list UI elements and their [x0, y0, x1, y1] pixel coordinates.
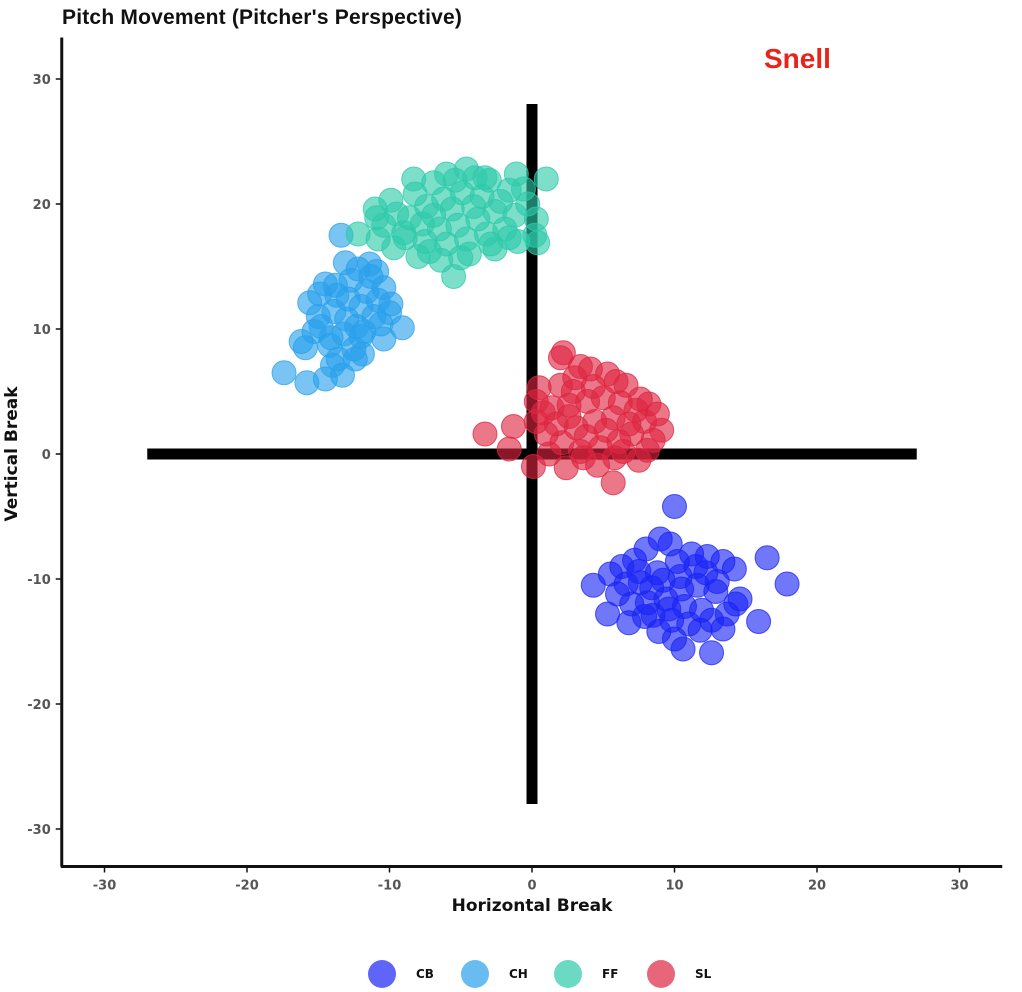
- data-point-cb: [632, 604, 658, 629]
- x-tick-label: -30: [93, 879, 117, 894]
- data-point-ff: [525, 230, 551, 256]
- data-point-sl: [603, 369, 629, 394]
- series-ff: [345, 156, 559, 289]
- data-point-sl: [640, 427, 666, 453]
- y-tick-label: -30: [27, 823, 51, 838]
- legend-label: SL: [695, 967, 712, 981]
- data-point-ff: [434, 161, 459, 187]
- x-tick-label: 10: [665, 879, 683, 894]
- data-point-ff: [421, 202, 447, 228]
- y-axis-label: Vertical Break: [2, 386, 22, 522]
- x-tick-label: 0: [527, 879, 536, 894]
- data-point-cb: [699, 640, 725, 666]
- legend-label: CH: [509, 967, 528, 981]
- data-point-ff: [496, 225, 522, 251]
- data-point-cb: [754, 545, 780, 571]
- data-point-sl: [500, 414, 526, 439]
- pitcher-name-annotation: Snell: [764, 43, 831, 74]
- data-point-ff: [364, 205, 390, 231]
- series-sl: [472, 340, 675, 496]
- y-tick-label: -20: [27, 698, 51, 713]
- data-point-sl: [556, 404, 582, 429]
- x-tick-label: 30: [950, 879, 968, 894]
- data-point-ch: [334, 306, 360, 332]
- data-point-cb: [746, 609, 772, 634]
- data-point-ff: [378, 187, 404, 213]
- data-point-cb: [613, 571, 639, 597]
- y-tick-label: 20: [33, 198, 51, 213]
- data-point-ff: [472, 165, 498, 191]
- data-point-sl: [610, 439, 636, 464]
- legend-swatch: [554, 960, 582, 988]
- legend-swatch: [461, 960, 489, 988]
- data-point-ff: [482, 199, 508, 224]
- data-point-ff: [448, 245, 474, 271]
- data-point-sl: [616, 411, 642, 437]
- data-point-ff: [510, 176, 536, 202]
- data-point-ch: [364, 259, 390, 284]
- y-tick-label: 30: [33, 73, 51, 88]
- data-point-ch: [324, 282, 350, 308]
- data-point-sl: [530, 400, 556, 426]
- data-point-sl: [627, 386, 653, 412]
- legend-label: CB: [416, 967, 434, 981]
- x-axis-label: Horizontal Break: [452, 896, 613, 916]
- tick-labels: -30 -20 -10 0 10 20 30 -30 -20 -10 0 10 20 30: [27, 73, 968, 894]
- data-point-ff: [461, 194, 487, 219]
- data-point-ch: [320, 352, 345, 378]
- data-point-cb: [662, 494, 687, 519]
- data-point-ch: [371, 326, 397, 352]
- data-point-cb: [699, 607, 725, 633]
- data-point-sl: [536, 441, 562, 467]
- data-point-sl: [560, 379, 586, 404]
- data-point-sl: [570, 445, 596, 471]
- x-tick-label: -20: [235, 879, 259, 894]
- legend-swatch: [647, 960, 675, 988]
- legend-label: FF: [602, 967, 619, 981]
- data-point-ff: [416, 239, 442, 264]
- data-point-ch: [348, 324, 374, 349]
- data-point-cb: [656, 596, 682, 622]
- y-tick-label: -10: [27, 573, 51, 588]
- x-tick-label: -10: [378, 879, 402, 894]
- data-point-sl: [593, 417, 619, 443]
- data-point-cb: [676, 611, 702, 637]
- data-point-ff: [533, 166, 559, 192]
- data-points: [271, 156, 800, 666]
- data-point-cb: [595, 601, 621, 627]
- data-point-ch: [301, 319, 327, 344]
- legend-swatch: [368, 960, 396, 988]
- chart-title: Pitch Movement (Pitcher's Perspective): [62, 6, 463, 29]
- series-cb: [580, 494, 800, 666]
- y-tick-label: 0: [42, 448, 51, 463]
- data-point-ch: [271, 360, 297, 386]
- data-point-ch: [342, 346, 368, 372]
- data-point-cb: [683, 554, 709, 579]
- data-point-cb: [704, 569, 730, 594]
- data-point-cb: [727, 586, 753, 612]
- data-point-ch: [377, 300, 402, 326]
- x-tick-label: 20: [808, 879, 826, 894]
- data-point-sl: [472, 421, 498, 447]
- data-point-ff: [392, 225, 418, 251]
- y-tick-label: 10: [33, 323, 51, 338]
- series-ch: [271, 222, 415, 396]
- data-point-cb: [774, 571, 800, 597]
- data-point-sl: [600, 470, 626, 496]
- data-point-sl: [496, 436, 522, 462]
- legend: CB CH FF SL: [0, 956, 1022, 992]
